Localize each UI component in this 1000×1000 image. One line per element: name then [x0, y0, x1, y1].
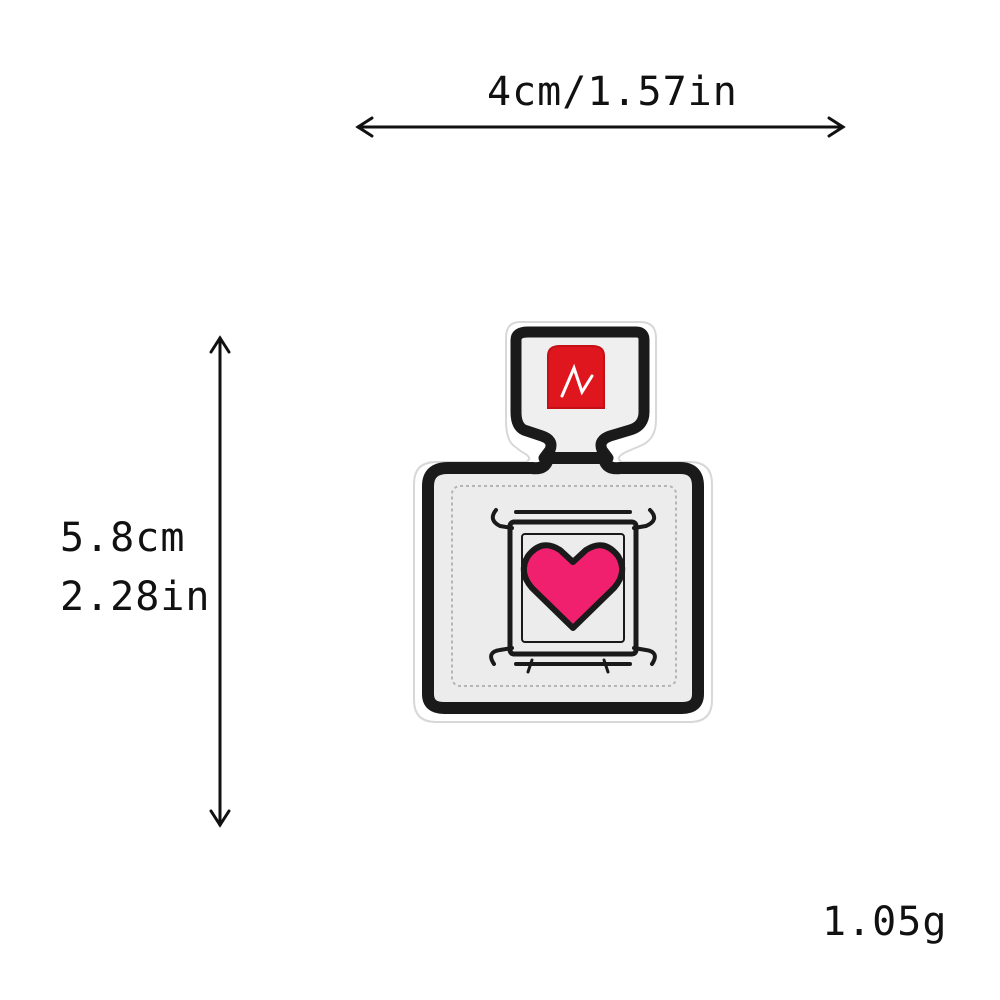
perfume-bottle-patch: [413, 321, 713, 723]
height-cm-label: 5.8cm: [60, 515, 186, 561]
heart-icon: [520, 542, 626, 631]
width-arrow: [355, 116, 846, 138]
label-frame: [489, 508, 657, 674]
height-in-label: 2.28in: [60, 574, 211, 620]
width-label: 4cm/1.57in: [487, 69, 738, 115]
height-arrow: [209, 335, 231, 828]
weight-label: 1.05g: [822, 899, 948, 945]
